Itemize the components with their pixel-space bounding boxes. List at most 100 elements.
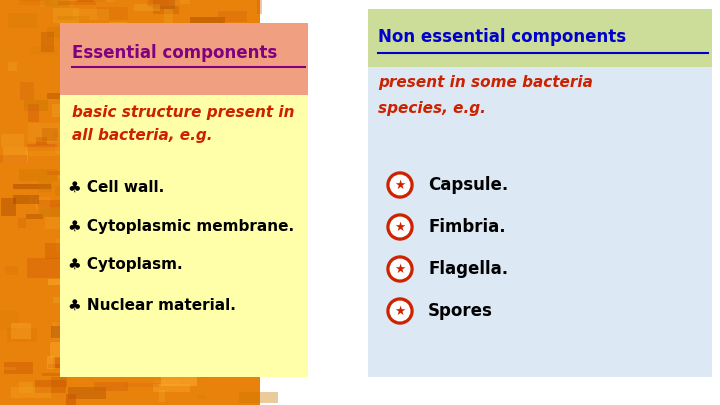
FancyBboxPatch shape — [217, 117, 237, 123]
FancyBboxPatch shape — [0, 0, 260, 405]
FancyBboxPatch shape — [197, 92, 225, 112]
FancyBboxPatch shape — [195, 333, 203, 346]
FancyBboxPatch shape — [233, 344, 249, 353]
FancyBboxPatch shape — [104, 222, 135, 229]
FancyBboxPatch shape — [8, 62, 17, 70]
FancyBboxPatch shape — [158, 303, 166, 309]
FancyBboxPatch shape — [212, 65, 235, 68]
FancyBboxPatch shape — [153, 0, 176, 9]
FancyBboxPatch shape — [99, 148, 116, 160]
Circle shape — [390, 301, 410, 321]
FancyBboxPatch shape — [86, 181, 109, 185]
FancyBboxPatch shape — [83, 46, 89, 63]
FancyBboxPatch shape — [197, 354, 220, 363]
FancyBboxPatch shape — [233, 155, 239, 160]
FancyBboxPatch shape — [233, 32, 261, 40]
FancyBboxPatch shape — [88, 240, 96, 253]
FancyBboxPatch shape — [57, 175, 76, 179]
Text: Capsule.: Capsule. — [428, 176, 508, 194]
FancyBboxPatch shape — [97, 282, 133, 289]
FancyBboxPatch shape — [235, 142, 274, 155]
FancyBboxPatch shape — [160, 218, 197, 236]
FancyBboxPatch shape — [15, 186, 53, 190]
FancyBboxPatch shape — [13, 184, 51, 189]
FancyBboxPatch shape — [39, 207, 68, 217]
FancyBboxPatch shape — [225, 191, 246, 195]
FancyBboxPatch shape — [230, 152, 243, 156]
FancyBboxPatch shape — [202, 201, 242, 211]
FancyBboxPatch shape — [230, 264, 239, 274]
FancyBboxPatch shape — [368, 9, 712, 67]
FancyBboxPatch shape — [45, 243, 82, 259]
FancyBboxPatch shape — [61, 82, 85, 97]
FancyBboxPatch shape — [53, 357, 63, 368]
FancyBboxPatch shape — [164, 9, 173, 28]
FancyBboxPatch shape — [91, 83, 110, 94]
Text: ♣ Nuclear material.: ♣ Nuclear material. — [68, 298, 236, 313]
FancyBboxPatch shape — [19, 0, 51, 5]
FancyBboxPatch shape — [199, 57, 230, 72]
FancyBboxPatch shape — [50, 326, 77, 338]
FancyBboxPatch shape — [103, 32, 113, 44]
FancyBboxPatch shape — [63, 348, 73, 367]
FancyBboxPatch shape — [184, 36, 215, 52]
FancyBboxPatch shape — [50, 342, 70, 358]
FancyBboxPatch shape — [199, 339, 219, 344]
FancyBboxPatch shape — [40, 0, 75, 7]
FancyBboxPatch shape — [55, 185, 94, 196]
FancyBboxPatch shape — [47, 356, 55, 369]
FancyBboxPatch shape — [218, 11, 247, 22]
FancyBboxPatch shape — [168, 160, 186, 164]
FancyBboxPatch shape — [101, 214, 114, 223]
Text: Non essential components: Non essential components — [378, 28, 626, 46]
FancyBboxPatch shape — [104, 341, 122, 346]
FancyBboxPatch shape — [47, 171, 84, 175]
FancyBboxPatch shape — [158, 332, 194, 349]
FancyBboxPatch shape — [82, 192, 119, 199]
FancyBboxPatch shape — [241, 96, 248, 113]
FancyBboxPatch shape — [131, 165, 153, 171]
FancyBboxPatch shape — [55, 239, 62, 252]
FancyBboxPatch shape — [254, 176, 271, 180]
FancyBboxPatch shape — [156, 23, 196, 39]
FancyBboxPatch shape — [222, 224, 258, 241]
FancyBboxPatch shape — [171, 166, 179, 175]
FancyBboxPatch shape — [1, 134, 24, 147]
FancyBboxPatch shape — [164, 215, 179, 224]
FancyBboxPatch shape — [230, 215, 246, 226]
FancyBboxPatch shape — [221, 365, 254, 369]
FancyBboxPatch shape — [94, 0, 115, 2]
FancyBboxPatch shape — [60, 23, 308, 95]
FancyBboxPatch shape — [42, 128, 58, 141]
FancyBboxPatch shape — [124, 384, 159, 387]
FancyBboxPatch shape — [159, 390, 165, 402]
FancyBboxPatch shape — [145, 198, 181, 210]
FancyBboxPatch shape — [22, 0, 45, 1]
FancyBboxPatch shape — [236, 313, 250, 332]
FancyBboxPatch shape — [234, 142, 258, 152]
FancyBboxPatch shape — [181, 336, 215, 343]
FancyBboxPatch shape — [233, 303, 271, 307]
Text: ★: ★ — [395, 305, 405, 318]
FancyBboxPatch shape — [255, 318, 260, 334]
FancyBboxPatch shape — [114, 352, 137, 356]
FancyBboxPatch shape — [45, 0, 68, 7]
FancyBboxPatch shape — [83, 38, 122, 54]
FancyBboxPatch shape — [200, 364, 207, 378]
FancyBboxPatch shape — [240, 202, 250, 222]
FancyBboxPatch shape — [18, 218, 27, 228]
FancyBboxPatch shape — [60, 128, 66, 133]
FancyBboxPatch shape — [6, 328, 37, 342]
FancyBboxPatch shape — [223, 258, 236, 273]
FancyBboxPatch shape — [208, 126, 233, 131]
FancyBboxPatch shape — [149, 164, 168, 175]
FancyBboxPatch shape — [80, 70, 119, 75]
FancyBboxPatch shape — [42, 373, 70, 376]
FancyBboxPatch shape — [256, 232, 292, 239]
FancyBboxPatch shape — [168, 259, 196, 272]
Circle shape — [387, 256, 413, 282]
FancyBboxPatch shape — [53, 296, 68, 303]
FancyBboxPatch shape — [92, 101, 108, 114]
Text: present in some bacteria
species, e.g.: present in some bacteria species, e.g. — [378, 75, 593, 116]
Text: ♣ Cell wall.: ♣ Cell wall. — [68, 179, 164, 194]
